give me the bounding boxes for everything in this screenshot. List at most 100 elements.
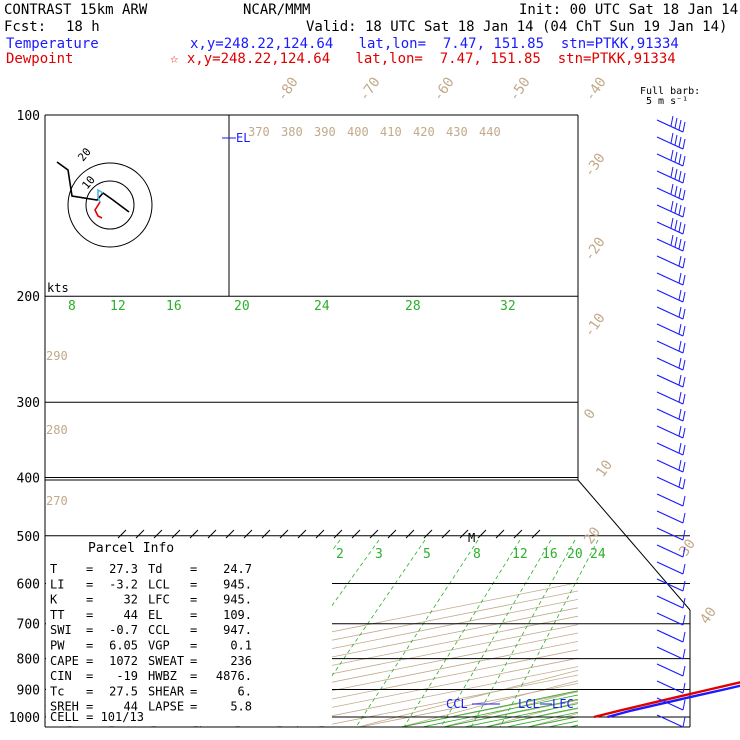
temperature-profile	[607, 684, 740, 719]
wind-barb-feather	[678, 238, 682, 250]
parcel-row-eq: =	[190, 623, 197, 637]
wind-barb-shaft	[656, 170, 684, 184]
barb-note-line1: Full barb:	[640, 86, 701, 97]
wind-barb-feather	[678, 442, 682, 454]
moist-adiabat	[567, 724, 578, 727]
wind-barb-shaft	[656, 238, 684, 252]
wind-barb-feather	[682, 648, 686, 660]
wind-barb-shaft	[656, 187, 684, 201]
dry-adiabat	[688, 88, 740, 730]
model-title: CONTRAST 15km ARW	[4, 2, 148, 18]
wind-barb-feather	[682, 393, 686, 405]
tick-mark	[351, 529, 361, 539]
wind-barb-feather	[678, 272, 682, 284]
wind-barb-feather	[682, 257, 686, 269]
wind-barb-shaft	[656, 391, 684, 405]
tick-mark	[495, 529, 505, 539]
wind-barb-feather	[670, 217, 674, 229]
mixing-ratio-label: 12	[512, 547, 528, 562]
tick-mark	[297, 529, 307, 539]
parcel-row-eq: =	[190, 608, 197, 622]
isotherm-label: 30	[676, 536, 699, 559]
isotherm-line	[598, 87, 740, 729]
wind-barb-feather	[682, 291, 686, 303]
parcel-row-eq: =	[190, 639, 197, 653]
wind-barb-shaft	[656, 323, 684, 337]
wind-barbs	[656, 115, 686, 728]
wind-barb-shaft	[656, 119, 684, 133]
wind-barb-feather	[682, 376, 686, 388]
tick-mark	[387, 529, 397, 539]
theta-label: 410	[380, 125, 402, 139]
parcel-row-label: LCL	[148, 577, 170, 591]
wind-barb-feather	[682, 444, 686, 456]
wind-barb-shaft	[656, 544, 684, 558]
hodograph: 10 20 kts	[47, 145, 153, 295]
mixing-ratio-label: 20	[567, 547, 583, 562]
theta-label: 390	[314, 125, 336, 139]
wind-barb-shaft	[656, 272, 684, 286]
parcel-row-label: TT	[50, 608, 64, 622]
pressure-tick-label: 600	[17, 577, 40, 592]
tick-mark	[315, 529, 325, 539]
hodograph-kts-label: kts	[47, 281, 69, 295]
wind-barb-feather	[678, 408, 682, 420]
wind-barb-feather	[682, 325, 686, 337]
mixing-ratio-line	[296, 539, 426, 727]
wind-barb-feather	[682, 172, 686, 184]
theta-label: 420	[413, 125, 435, 139]
wind-barb-feather	[682, 410, 686, 422]
parcel-row-value: 44	[124, 608, 138, 622]
isotherm-line	[315, 674, 578, 727]
pressure-tick-label: 800	[17, 653, 40, 668]
parcel-row-label: SREH	[50, 700, 79, 714]
pressure-tick-label: 100	[17, 109, 40, 124]
wind-barb-feather	[682, 682, 686, 694]
parcel-row-label: LI	[50, 577, 64, 591]
wind-barb-feather	[670, 200, 674, 212]
parcel-row-value: -0.7	[109, 623, 138, 637]
isotherm-label: -10	[581, 310, 609, 340]
parcel-row-eq: =	[86, 700, 93, 714]
theta-label: 270	[46, 494, 68, 508]
hodograph-trace-low	[94, 201, 103, 219]
isotherm-line	[45, 607, 578, 715]
init-label: Init: 00 UTC Sat 18 Jan 14	[519, 2, 739, 18]
parcel-row-value: 27.3	[109, 562, 138, 576]
moist-adiabat	[399, 690, 578, 727]
wind-barb-feather	[678, 340, 682, 352]
mixing-ratio-label: 24	[590, 547, 606, 562]
wind-barb-shaft	[656, 697, 684, 711]
mixing-ratio-label: 8	[68, 299, 76, 314]
isotherm-line	[525, 716, 578, 727]
parcel-row-label: CCL	[148, 623, 170, 637]
dry-adiabat	[484, 701, 578, 727]
parcel-row-label: CAPE	[50, 654, 79, 668]
hodograph-ring-label: 10	[79, 173, 97, 192]
parcel-row-label: PW	[50, 639, 65, 653]
parcel-row-value: 0.1	[230, 639, 252, 653]
wind-barb-feather	[682, 138, 686, 150]
background-lines-layer	[45, 87, 740, 730]
parcel-row-value: 945.	[223, 577, 252, 591]
parcel-row-eq: =	[86, 623, 93, 637]
wind-barb-shaft	[656, 663, 684, 677]
tick-mark	[279, 529, 289, 539]
parcel-row-label: SWI	[50, 623, 72, 637]
tick-mark	[171, 529, 181, 539]
dewpoint-info: ☆ x,y=248.22,124.64 lat,lon= 7.47, 151.8…	[170, 51, 676, 67]
parcel-row-value: 4876.	[216, 669, 252, 683]
parcel-row-label: LAPSE	[148, 700, 184, 714]
wind-barb-feather	[674, 185, 678, 197]
moist-adiabat	[504, 711, 578, 727]
tick-mark	[117, 529, 127, 539]
isotherm-line	[45, 615, 578, 724]
wind-barb-shaft	[656, 476, 684, 490]
wind-barb-feather	[682, 716, 686, 728]
mixing-ratio-label: 16	[166, 299, 182, 314]
dewpoint-legend: Dewpoint	[6, 51, 74, 67]
wind-barb-feather	[682, 699, 686, 711]
parcel-row-eq: =	[190, 654, 197, 668]
parcel-row-value: 109.	[223, 608, 252, 622]
wind-barb-shaft	[656, 442, 684, 456]
